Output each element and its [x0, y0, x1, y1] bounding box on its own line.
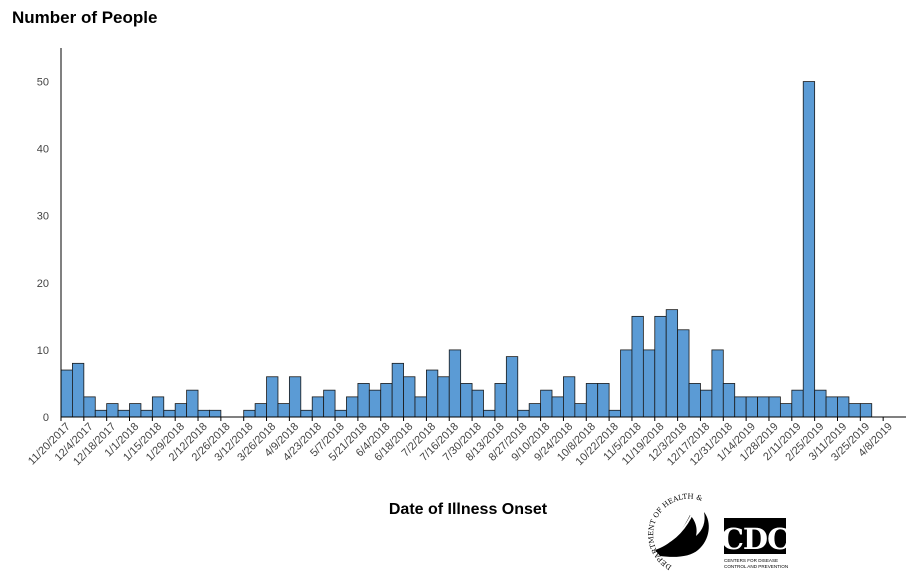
bar-5-7-2018 [334, 409, 347, 418]
bar-2-25-2019 [814, 389, 827, 418]
bars [60, 81, 873, 418]
bar-10-15-2018 [597, 383, 610, 418]
bar-1-14-2019 [745, 396, 758, 418]
bar-5-14-2018 [346, 396, 359, 418]
bar-3-26-2018 [266, 376, 279, 418]
bar-10-1-2018 [574, 403, 587, 418]
hhs-seal-text: DEPARTMENT OF HEALTH & HUMAN SERVICES US… [0, 0, 706, 571]
y-tick-label: 30 [37, 211, 49, 223]
bar-12-25-2017 [117, 409, 130, 418]
bar-2-11-2019 [791, 389, 804, 418]
bar-3-18-2019 [848, 403, 861, 418]
cdc-logo-text: CDC [721, 522, 789, 556]
bar-7-23-2018 [460, 383, 473, 418]
bar-1-7-2019 [734, 396, 747, 418]
bar-8-6-2018 [483, 409, 496, 418]
bar-3-12-2018 [243, 409, 256, 418]
bar-9-3-2018 [528, 403, 541, 418]
y-tick-label: 0 [43, 412, 49, 424]
bar-4-30-2018 [323, 389, 336, 418]
bar-11-5-2018 [631, 315, 644, 418]
bar-1-15-2018 [151, 396, 165, 418]
bar-11-19-2018 [654, 315, 667, 418]
bar-7-2-2018 [426, 369, 439, 418]
cdc-subtext-1: CENTERS FOR DISEASE [724, 558, 778, 563]
bar-2-4-2019 [779, 403, 793, 418]
y-tick-label: 20 [37, 278, 49, 290]
bar-12-31-2018 [722, 383, 736, 418]
bar-12-4-2017 [83, 396, 96, 418]
bar-1-29-2018 [174, 403, 188, 418]
bar-12-24-2018 [711, 349, 724, 418]
bar-11-20-2017 [60, 369, 73, 418]
bar-3-19-2018 [254, 403, 267, 418]
bar-12-11-2017 [94, 409, 108, 418]
bar-4-9-2018 [288, 376, 302, 418]
bar-2-12-2018 [197, 409, 210, 418]
bar-1-8-2018 [140, 409, 153, 418]
bar-7-16-2018 [448, 349, 462, 418]
y-axis-label: Number of People [12, 8, 157, 27]
bar-2-18-2019 [802, 81, 816, 418]
cdc-subtext-2: CONTROL AND PREVENTION [724, 564, 788, 569]
bar-11-26-2018 [665, 309, 679, 418]
bar-2-5-2018 [186, 389, 199, 418]
bar-8-27-2018 [517, 409, 530, 418]
bar-8-13-2018 [494, 383, 507, 418]
bar-4-23-2018 [311, 396, 325, 418]
eagle-mark [655, 512, 709, 557]
y-tick-label: 10 [37, 345, 49, 357]
bar-6-18-2018 [403, 376, 416, 418]
bar-9-10-2018 [540, 389, 553, 418]
bar-4-2-2018 [277, 403, 290, 418]
bar-1-22-2018 [163, 409, 176, 418]
bar-7-9-2018 [437, 376, 450, 418]
bar-1-28-2019 [768, 396, 781, 418]
bar-9-24-2018 [563, 376, 576, 418]
x-axis-ticks: 11/20/201712/4/201712/18/20171/1/20181/1… [26, 417, 895, 468]
bar-11-27-2017 [72, 362, 85, 418]
bar-1-1-2018 [129, 403, 142, 418]
hhs-seal-logo: DEPARTMENT OF HEALTH & HUMAN SERVICES US… [0, 0, 709, 571]
bar-3-11-2019 [837, 396, 850, 418]
bar-6-25-2018 [414, 396, 427, 418]
bar-9-17-2018 [551, 396, 564, 418]
bar-8-20-2018 [505, 356, 519, 418]
cdc-logo: CDC CENTERS FOR DISEASE CONTROL AND PREV… [721, 518, 790, 569]
bar-3-25-2019 [859, 403, 873, 418]
bar-12-17-2018 [700, 389, 713, 418]
bar-5-21-2018 [357, 383, 370, 418]
bar-10-22-2018 [608, 409, 621, 418]
bar-6-11-2018 [391, 362, 404, 418]
bar-5-28-2018 [368, 389, 382, 418]
bar-7-30-2018 [471, 389, 484, 418]
bar-10-29-2018 [620, 349, 633, 418]
y-tick-label: 40 [37, 144, 49, 156]
bar-11-12-2018 [642, 349, 656, 418]
bar-1-21-2019 [757, 396, 770, 418]
bar-4-16-2018 [300, 409, 313, 418]
bar-10-8-2018 [585, 383, 599, 418]
y-axis-ticks: 0 10 20 30 40 50 [37, 77, 49, 424]
x-axis-label: Date of Illness Onset [389, 501, 548, 518]
bar-6-4-2018 [380, 383, 393, 418]
bar-12-18-2017 [106, 403, 119, 418]
bar-12-10-2018 [688, 383, 701, 418]
y-tick-label: 50 [37, 77, 49, 89]
bar-2-19-2018 [209, 409, 222, 418]
bar-3-4-2019 [825, 396, 838, 418]
bar-12-3-2018 [677, 329, 690, 418]
